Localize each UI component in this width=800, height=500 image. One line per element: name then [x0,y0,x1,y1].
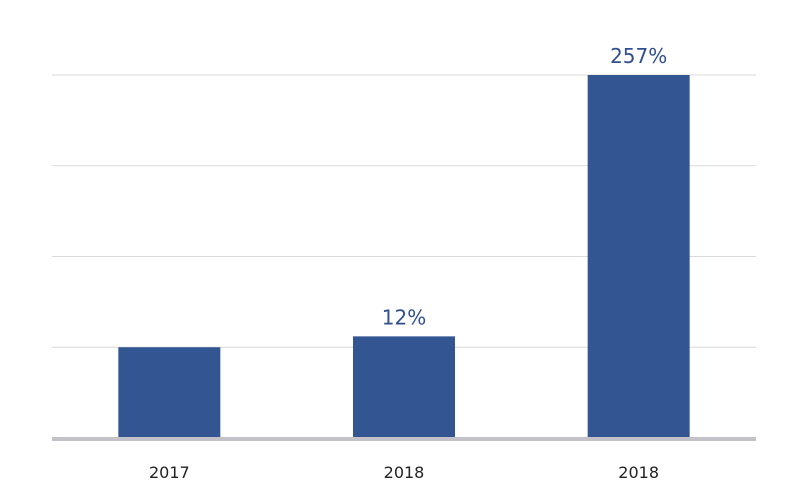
x-tick-label-1: 2018 [384,463,425,482]
x-axis-tick-labels: 2017 2018 2018 [149,463,659,482]
data-label-2: 257% [610,44,667,68]
bar-2 [587,75,690,438]
data-label-1: 12% [382,305,426,329]
x-tick-label-0: 2017 [149,463,190,482]
bars [118,75,690,438]
data-labels: 12% 257% [382,44,667,329]
bar-0 [118,347,221,438]
bar-1 [353,336,455,438]
x-tick-label-2: 2018 [618,463,659,482]
